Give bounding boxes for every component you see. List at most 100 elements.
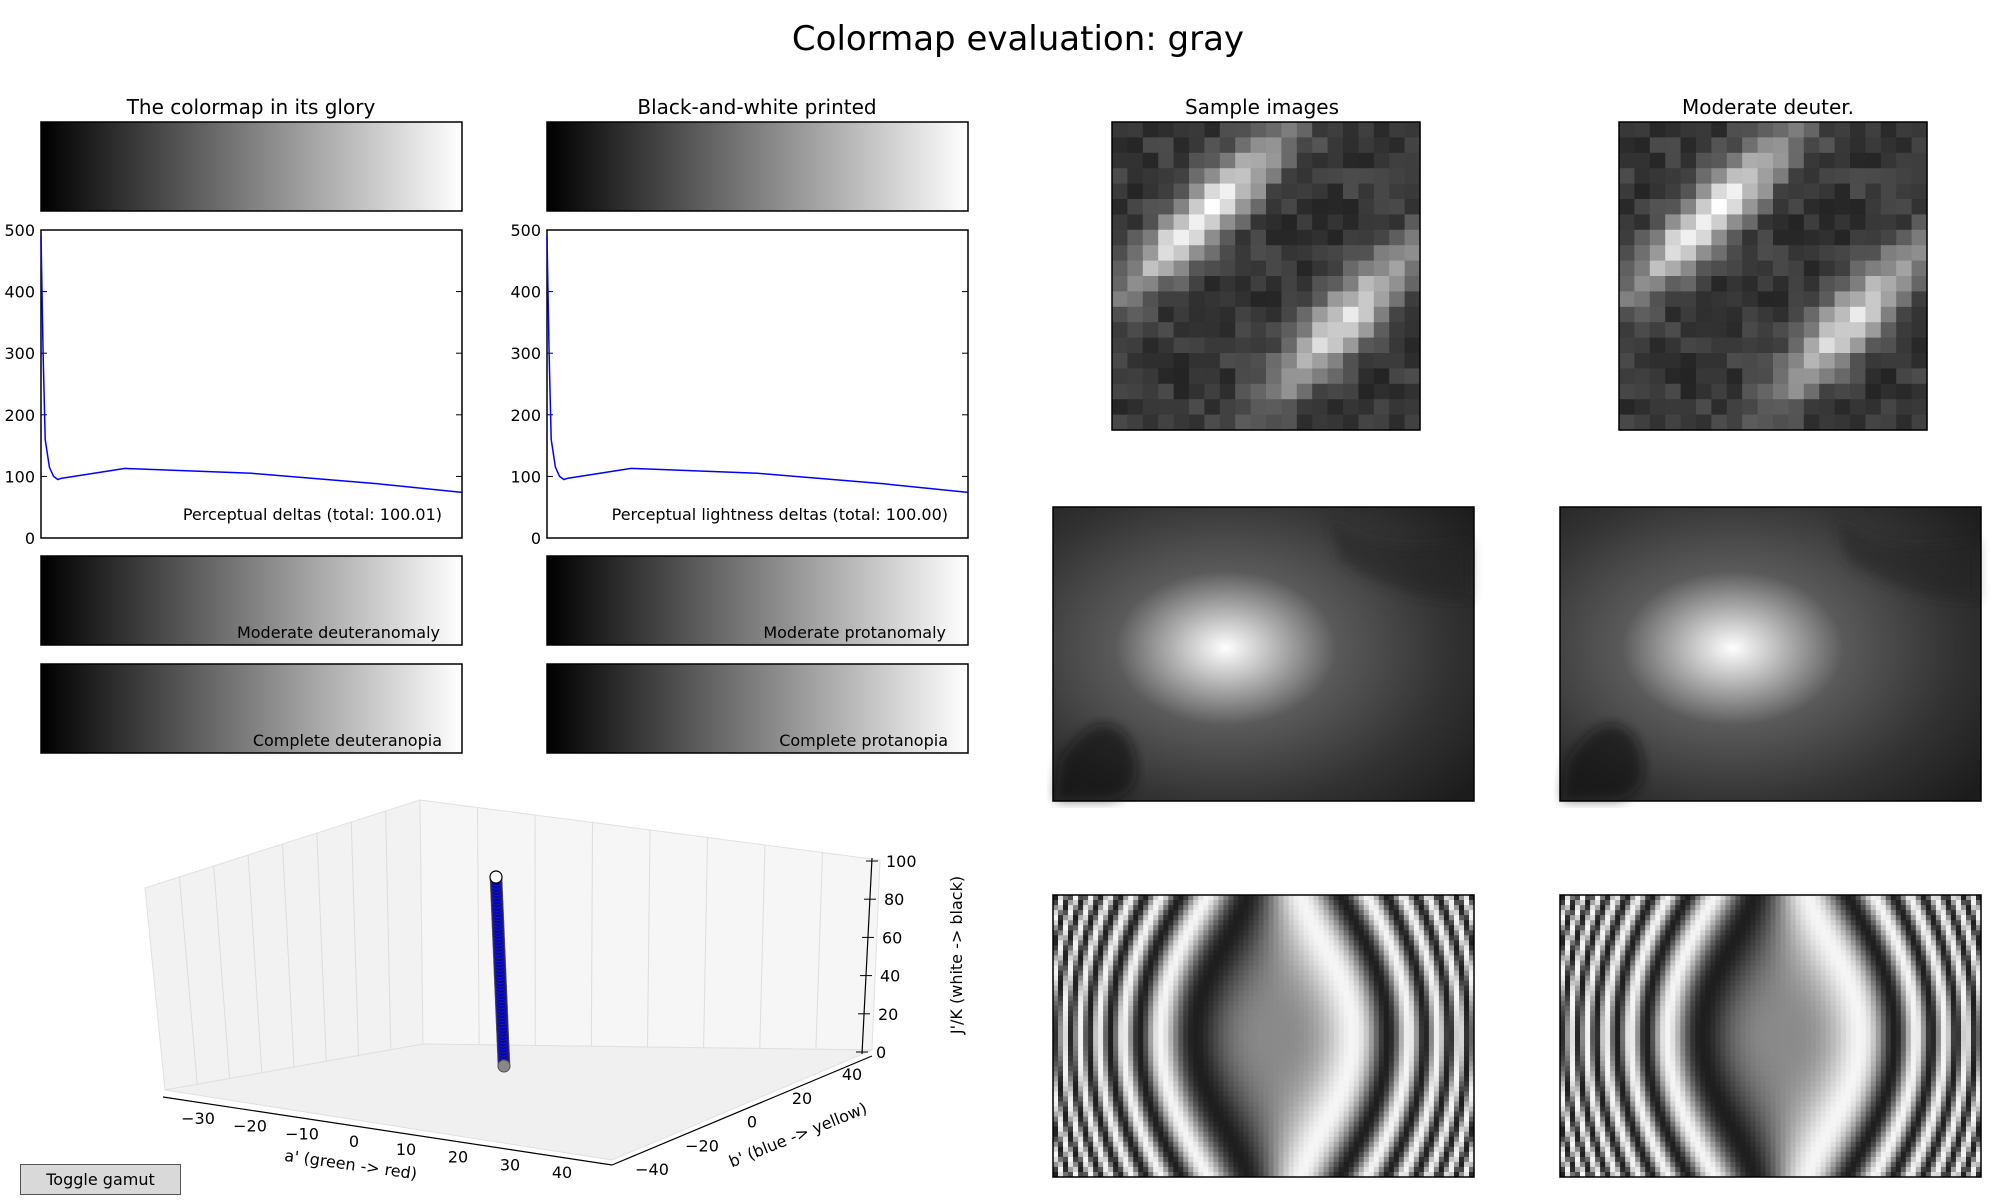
fringe-pixel [1143, 1126, 1149, 1133]
fringe-pixel [1148, 1020, 1154, 1027]
noise-pixel [1788, 306, 1805, 323]
fringe-pixel [1243, 1000, 1249, 1007]
fringe-pixel [1464, 915, 1470, 921]
fringe-pixel [1448, 1091, 1455, 1097]
noise-pixel [1696, 245, 1712, 262]
fringe-pixel [1158, 1096, 1164, 1102]
noise-pixel [1127, 260, 1144, 277]
noise-pixel [1649, 183, 1666, 200]
fringe-pixel [1338, 1096, 1345, 1102]
fringe-pixel [1353, 975, 1360, 982]
fringe-pixel [1438, 935, 1445, 941]
noise-pixel [1219, 322, 1236, 339]
fringe-pixel [1454, 1101, 1460, 1107]
fringe-pixel [1193, 1015, 1199, 1022]
fringe-pixel [1373, 1071, 1380, 1077]
fringe-pixel [1298, 910, 1305, 916]
fringe-pixel [1378, 995, 1385, 1002]
fringe-pixel [1403, 975, 1410, 982]
fringe-pixel [1153, 1096, 1159, 1102]
fringe-pixel [1168, 1031, 1174, 1037]
fringe-pixel [1363, 1056, 1370, 1062]
noise-pixel [1896, 414, 1913, 431]
fringe-pixel [1178, 925, 1184, 931]
fringe-pixel [1278, 900, 1284, 906]
fringe-pixel [1258, 1020, 1264, 1027]
fringe-pixel [1093, 1041, 1099, 1047]
fringe-pixel [1213, 1076, 1219, 1082]
fringe-pixel [1428, 935, 1435, 941]
noise-pixel [1788, 214, 1805, 231]
noise-pixel [1389, 383, 1406, 400]
fringe-pixel [1058, 1121, 1064, 1128]
fringe-pixel [1113, 910, 1119, 916]
fringe-pixel [1283, 950, 1289, 956]
fringe-pixel [1223, 1081, 1229, 1087]
fringe-pixel [1163, 950, 1169, 956]
fringe-pixel [1188, 1071, 1194, 1077]
noise-pixel [1112, 214, 1128, 231]
fringe-pixel [1313, 1005, 1320, 1012]
fringe-pixel [1438, 950, 1445, 956]
noise-pixel [1219, 399, 1236, 416]
fringe-pixel [1454, 945, 1460, 951]
fringe-pixel [1313, 1081, 1320, 1087]
fringe-pixel [1213, 1031, 1219, 1037]
fringe-pixel [1168, 955, 1174, 961]
fringe-pixel [1454, 1091, 1460, 1097]
fringe-pixel [1273, 1046, 1279, 1052]
fringe-pixel [1373, 1116, 1380, 1123]
fringe-pixel [1363, 1031, 1370, 1037]
fringe-pixel [1123, 1091, 1129, 1097]
fringe-pixel [1348, 1020, 1355, 1027]
fringe-pixel [1173, 1031, 1179, 1037]
fringe-pixel [1373, 955, 1380, 961]
noise-pixel [1296, 137, 1313, 154]
noise-pixel [1619, 291, 1635, 308]
noise-pixel [1680, 291, 1697, 308]
noise-pixel [1665, 199, 1682, 215]
fringe-pixel [1193, 1031, 1199, 1037]
fringe-pixel [1103, 965, 1109, 971]
fringe-pixel [1288, 1091, 1295, 1097]
fringe-pixel [1173, 1126, 1179, 1133]
fringe-pixel [1128, 1136, 1134, 1143]
noise-pixel [1158, 383, 1175, 400]
fringe-pixel [1438, 980, 1445, 987]
fringe-pixel [1088, 1116, 1094, 1123]
fringe-pixel [1253, 935, 1259, 941]
fringe-pixel [1293, 1010, 1300, 1017]
noise-pixel [1788, 276, 1805, 292]
fringe-pixel [1253, 1076, 1259, 1082]
noise-pixel [1373, 183, 1390, 200]
fringe-pixel [1308, 1020, 1315, 1027]
fringe-pixel [1178, 900, 1184, 906]
noise-pixel [1266, 306, 1282, 323]
fringe-pixel [1128, 1076, 1134, 1082]
noise-pixel [1803, 183, 1820, 200]
fringe-pixel [1348, 1041, 1355, 1047]
noise-pixel [1742, 383, 1759, 400]
fringe-pixel [1083, 1066, 1089, 1072]
fringe-pixel [1428, 1056, 1435, 1062]
fringe-pixel [1433, 1020, 1440, 1027]
fringe-pixel [1103, 945, 1109, 951]
fringe-pixel [1363, 1131, 1370, 1138]
fringe-pixel [1233, 1031, 1239, 1037]
fringe-pixel [1088, 910, 1094, 916]
fringe-pixel [1078, 1121, 1084, 1128]
fringe-pixel [1263, 955, 1269, 961]
fringe-pixel [1133, 940, 1139, 946]
fringe-pixel [1108, 1126, 1114, 1133]
fringe-pixel [1168, 1071, 1174, 1077]
fringe-pixel [1448, 980, 1455, 987]
fringe-pixel [1348, 905, 1355, 911]
fringe-pixel [1133, 970, 1139, 976]
noise-pixel [1312, 152, 1329, 169]
fringe-pixel [1464, 1000, 1470, 1007]
noise-pixel [1680, 322, 1697, 339]
fringe-pixel [1223, 1066, 1229, 1072]
fringe-pixel [1278, 1025, 1284, 1032]
fringe-pixel [1143, 985, 1149, 992]
fringe-pixel [1323, 1056, 1330, 1062]
